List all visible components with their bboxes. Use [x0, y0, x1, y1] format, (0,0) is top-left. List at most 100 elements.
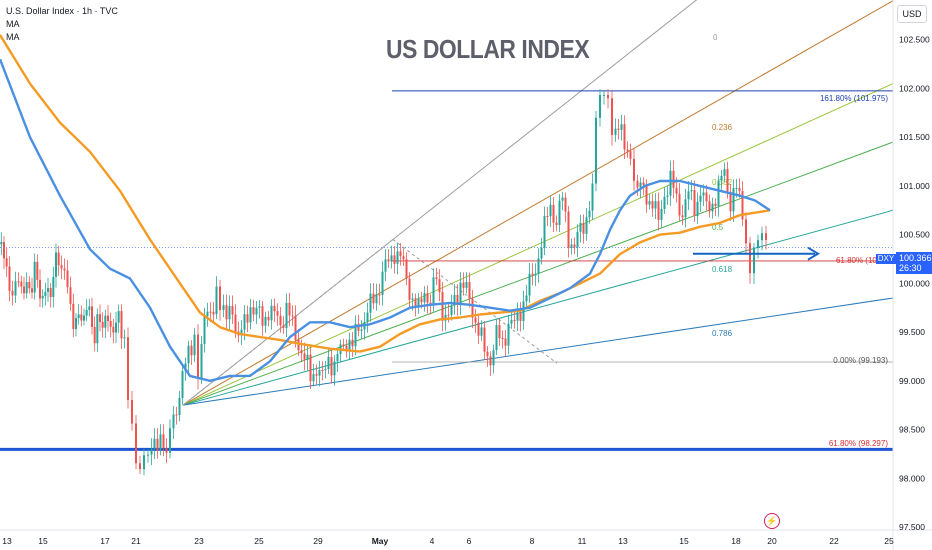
- candle-body: [591, 183, 594, 211]
- candle-body: [203, 316, 206, 344]
- candle-body: [537, 258, 540, 274]
- ma-indicator-label-1[interactable]: MA: [6, 19, 20, 29]
- candle-body: [381, 271, 384, 295]
- candle-body: [197, 334, 199, 379]
- candle-body: [405, 259, 408, 279]
- candle-body: [369, 293, 372, 313]
- candle-body: [450, 305, 453, 315]
- y-tick-label: 99.000: [899, 376, 925, 386]
- candle-body: [441, 292, 444, 321]
- candle-body: [147, 454, 149, 456]
- candle-body: [249, 307, 252, 323]
- candle-body: [285, 302, 288, 328]
- candle-body: [36, 261, 39, 280]
- candle-body: [20, 281, 23, 287]
- candle-body: [582, 223, 585, 234]
- candle-body: [549, 204, 552, 217]
- candle-body: [63, 268, 66, 271]
- candle-body: [620, 124, 623, 130]
- candle-body: [109, 321, 112, 327]
- candle-body: [720, 175, 723, 181]
- y-tick-label: 100.000: [899, 278, 930, 288]
- candle-body: [555, 222, 558, 226]
- x-tick-label: 15: [38, 536, 48, 546]
- candle-body: [14, 281, 17, 296]
- candle-body: [240, 329, 243, 336]
- candle-body: [657, 201, 660, 220]
- candle-body: [723, 169, 726, 176]
- currency-button[interactable]: USD: [897, 5, 927, 23]
- candle-body: [675, 187, 678, 194]
- candle-body: [66, 270, 69, 288]
- candle-body: [543, 216, 546, 248]
- candle-body: [387, 259, 390, 262]
- candle-body: [112, 326, 115, 333]
- candle-body: [276, 311, 279, 316]
- lightning-icon[interactable]: ⚡: [764, 513, 780, 529]
- symbol-header[interactable]: U.S. Dollar Index · 1h · TVC: [6, 6, 118, 16]
- fib-fan-label: 0.786: [712, 329, 733, 338]
- candle-body: [570, 244, 573, 248]
- candle-body: [745, 219, 747, 244]
- candle-body: [456, 294, 459, 305]
- x-tick-label: 11: [578, 536, 587, 546]
- candle-body: [393, 255, 396, 264]
- candle-body: [663, 196, 666, 209]
- last-price-tag: 100.366 26:30: [896, 252, 932, 274]
- candle-body: [567, 211, 570, 248]
- candle-body: [642, 182, 645, 186]
- candle-body: [23, 286, 25, 294]
- candle-body: [738, 187, 741, 192]
- candle-body: [115, 322, 117, 333]
- candle-body: [47, 288, 49, 292]
- x-tick-label: 25: [884, 536, 894, 546]
- y-tick-label: 100.500: [899, 230, 930, 240]
- candle-body: [648, 201, 651, 205]
- candle-body: [414, 298, 417, 307]
- fib-level-label: 61.80% (100.2: [836, 256, 889, 265]
- candle-body: [165, 447, 168, 453]
- candle-body: [633, 158, 635, 181]
- candle-body: [561, 197, 564, 201]
- candle-body: [573, 244, 576, 248]
- candle-body: [432, 277, 435, 305]
- candle-body: [699, 195, 702, 202]
- candle-body: [564, 197, 567, 212]
- candle-body: [246, 314, 249, 323]
- candle-body: [264, 316, 267, 326]
- x-tick-label: 22: [829, 536, 839, 546]
- candle-body: [579, 223, 582, 232]
- candle-body: [282, 325, 285, 328]
- candle-body: [552, 204, 555, 223]
- candle-body: [617, 128, 620, 130]
- candle-body: [447, 314, 450, 316]
- x-tick-label: 29: [313, 536, 323, 546]
- fib-fan-line: [182, 0, 893, 406]
- candle-body: [17, 281, 20, 283]
- candle-body: [654, 201, 657, 209]
- candle-body: [324, 369, 327, 371]
- candle-body: [678, 193, 681, 216]
- candle-body: [426, 293, 429, 303]
- candle-body: [234, 314, 237, 332]
- candle-body: [135, 423, 137, 464]
- candle-body: [576, 231, 579, 248]
- candle-body: [623, 124, 626, 150]
- candle-body: [420, 298, 423, 303]
- last-price-value: 100.366: [899, 253, 932, 263]
- candle-body: [438, 279, 441, 293]
- candle-body: [741, 191, 744, 220]
- candle-body: [315, 374, 318, 376]
- candle-body: [417, 298, 420, 307]
- candle-body: [55, 252, 57, 277]
- ma-indicator-label-2[interactable]: MA: [6, 32, 20, 42]
- candle-body: [11, 290, 14, 296]
- candle-body: [402, 256, 405, 260]
- candle-body: [711, 203, 714, 212]
- candle-body: [357, 323, 360, 331]
- candle-body: [342, 344, 345, 346]
- candle-body: [498, 325, 501, 339]
- candle-body: [279, 315, 282, 326]
- x-tick-label: 8: [530, 536, 535, 546]
